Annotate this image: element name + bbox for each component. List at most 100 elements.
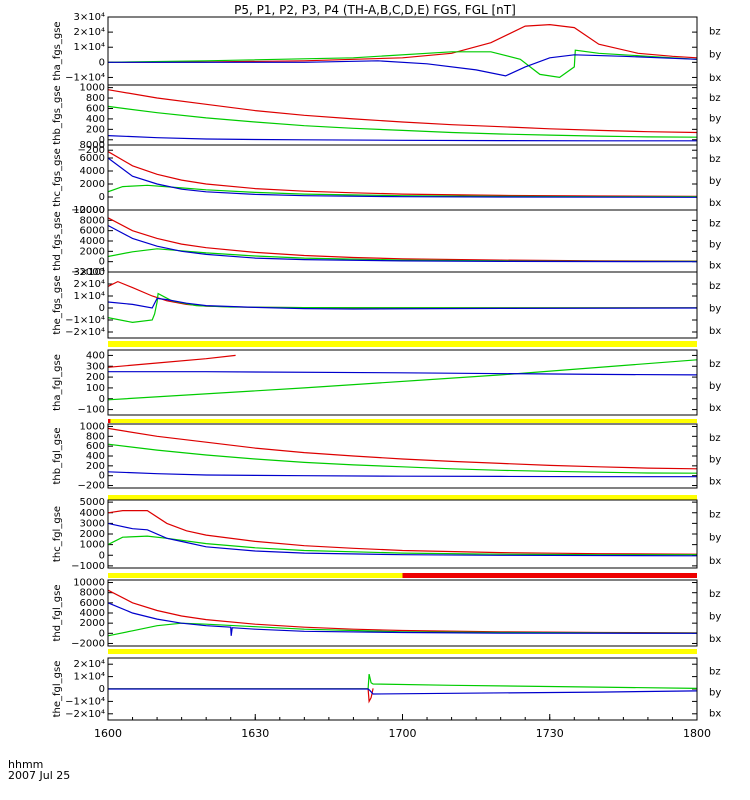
y-tick-label: 600: [86, 103, 105, 114]
y-tick-label: 200: [86, 124, 105, 135]
y-tick-label: 2×10⁴: [74, 27, 105, 38]
y-tick-label: 3000: [80, 518, 105, 529]
quality-bar-red: [108, 419, 111, 423]
y-tick-label: −2000: [71, 205, 105, 216]
series-group: [108, 150, 697, 198]
series-line-by: [108, 105, 697, 138]
legend-bz: bz: [709, 218, 721, 229]
series-group: [108, 510, 697, 557]
y-axis-label: thc_fgs_gse: [52, 148, 63, 207]
y-tick-label: 4000: [80, 608, 105, 619]
y-tick-label: −200: [78, 481, 105, 492]
panel-frame: [107, 349, 698, 416]
y-tick-label: −1×10⁴: [65, 315, 105, 326]
y-tick-label: 6000: [80, 226, 105, 237]
series-group: [108, 217, 697, 263]
panel-frame: [107, 16, 698, 86]
legend-bx: bx: [709, 261, 721, 272]
legend-bx: bx: [709, 403, 721, 414]
y-axis-label: thd_fgl_gse: [52, 585, 63, 642]
panel-thc_fgs_gse: 8000 6000 4000 2000 0 −2000 thc_fgs_gse bz by bx: [52, 140, 721, 216]
legend-bz: bz: [709, 510, 721, 521]
panel-frame: [107, 499, 698, 569]
x-tick-label: 1730: [536, 727, 564, 740]
series-line-bx: [108, 297, 697, 310]
quality-bar-yellow: [108, 341, 697, 347]
y-tick-label: 5000: [80, 497, 105, 508]
y-tick-label: 100: [86, 383, 105, 394]
quality-bar-yellow: [108, 649, 697, 654]
legend-by: by: [709, 533, 721, 544]
y-axis-label: thb_fgs_gse: [52, 85, 63, 144]
chart-title: P5, P1, P2, P3, P4 (TH-A,B,C,D,E) FGS, F…: [234, 3, 516, 17]
y-tick-label: 8000: [80, 588, 105, 599]
y-tick-label: 200: [86, 372, 105, 383]
series-group: [108, 589, 697, 637]
legend-bx: bx: [709, 476, 721, 487]
y-axis-label: thb_fgl_gse: [52, 428, 63, 485]
legend-bz: bz: [709, 433, 721, 444]
y-tick-label: 0: [99, 471, 105, 482]
y-tick-label: 2×10⁴: [74, 659, 105, 670]
series-line-by: [108, 535, 697, 556]
series-line-by: [108, 443, 697, 474]
date-label: 2007 Jul 25: [8, 769, 70, 782]
series-line-by: [108, 292, 697, 324]
x-tick-label: 1600: [94, 727, 122, 740]
y-axis-label: the_fgs_gse: [52, 275, 63, 334]
y-tick-label: 400: [86, 350, 105, 361]
y-tick-label: 0: [99, 257, 105, 268]
legend-by: by: [709, 239, 721, 250]
y-tick-label: −2×10⁴: [65, 327, 105, 338]
legend-bx: bx: [709, 134, 721, 145]
legend-bx: bx: [709, 709, 721, 720]
panel-frame: [107, 271, 698, 339]
series-group: [108, 280, 697, 324]
series-line-bx: [108, 54, 697, 77]
y-tick-label: −2×10⁴: [65, 709, 105, 720]
legend-by: by: [709, 176, 721, 187]
y-tick-label: 4000: [80, 236, 105, 247]
legend-by: by: [709, 455, 721, 466]
y-axis-label: thd_fgs_gse: [52, 211, 63, 270]
y-tick-label: 3×10⁴: [74, 267, 105, 278]
series-line-by: [108, 248, 697, 262]
y-tick-label: 1000: [80, 421, 105, 432]
series-line-bx: [108, 224, 697, 263]
y-tick-label: 1×10⁴: [74, 672, 105, 683]
y-tick-label: 0: [99, 628, 105, 639]
y-tick-label: 8000: [80, 140, 105, 151]
series-line-bz: [108, 217, 697, 262]
series-line-bz: [108, 89, 697, 134]
y-tick-label: 0: [99, 303, 105, 314]
y-tick-label: 4000: [80, 166, 105, 177]
series-group: [108, 354, 697, 401]
y-tick-label: −2000: [71, 638, 105, 649]
y-tick-label: 4000: [80, 508, 105, 519]
series-line-bz: [108, 688, 374, 704]
y-axis-label: the_fgl_gse: [52, 661, 63, 718]
legend-by: by: [709, 381, 721, 392]
legend-bx: bx: [709, 634, 721, 645]
y-tick-label: −100: [78, 405, 105, 416]
y-tick-label: −2000: [71, 267, 105, 278]
y-tick-label: 1×10⁴: [74, 291, 105, 302]
panel-frame: [107, 209, 698, 273]
quality-bar-yellow: [110, 419, 698, 423]
y-tick-label: 2000: [80, 246, 105, 257]
series-line-by: [108, 184, 697, 198]
y-tick-label: 1×10⁴: [74, 42, 105, 53]
y-tick-label: 6000: [80, 153, 105, 164]
y-tick-label: 2000: [80, 618, 105, 629]
y-tick-label: 8000: [80, 215, 105, 226]
series-line-bz: [108, 150, 697, 197]
